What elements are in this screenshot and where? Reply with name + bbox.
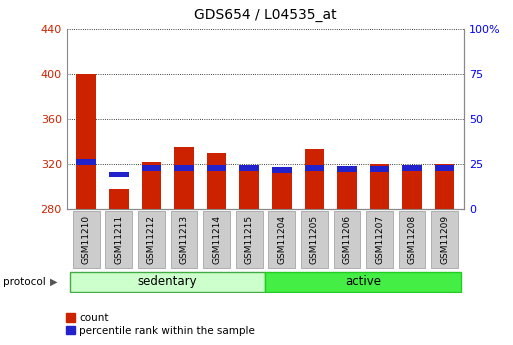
Bar	[174, 165, 194, 170]
Text: active: active	[345, 275, 381, 288]
FancyBboxPatch shape	[266, 272, 461, 292]
FancyBboxPatch shape	[333, 211, 360, 268]
Bar	[435, 165, 455, 170]
Text: GSM11211: GSM11211	[114, 215, 123, 264]
Text: GSM11205: GSM11205	[310, 215, 319, 264]
Text: GDS654 / L04535_at: GDS654 / L04535_at	[194, 8, 337, 22]
Bar	[76, 74, 96, 209]
FancyBboxPatch shape	[236, 211, 263, 268]
Bar	[240, 166, 259, 209]
Bar	[109, 188, 129, 209]
Bar	[207, 152, 226, 209]
FancyBboxPatch shape	[399, 211, 425, 268]
FancyBboxPatch shape	[171, 211, 198, 268]
Bar	[272, 173, 291, 209]
Text: GSM11213: GSM11213	[180, 215, 188, 264]
Text: GSM11210: GSM11210	[82, 215, 91, 264]
Text: GSM11214: GSM11214	[212, 215, 221, 264]
Bar	[402, 165, 422, 170]
Bar	[142, 161, 161, 209]
Bar	[370, 166, 389, 172]
Bar	[76, 159, 96, 165]
Bar	[240, 165, 259, 170]
Text: GSM11204: GSM11204	[277, 215, 286, 264]
Text: GSM11206: GSM11206	[343, 215, 351, 264]
Bar	[142, 165, 161, 170]
Bar	[109, 172, 129, 177]
Text: GSM11212: GSM11212	[147, 215, 156, 264]
Bar	[305, 149, 324, 209]
FancyBboxPatch shape	[301, 211, 328, 268]
Bar	[305, 165, 324, 170]
Text: ▶: ▶	[50, 277, 57, 287]
Text: GSM11209: GSM11209	[440, 215, 449, 264]
Bar	[402, 169, 422, 209]
Text: protocol: protocol	[3, 277, 45, 287]
Bar	[174, 147, 194, 209]
FancyBboxPatch shape	[268, 211, 295, 268]
Bar	[370, 164, 389, 209]
FancyBboxPatch shape	[431, 211, 458, 268]
Legend: count, percentile rank within the sample: count, percentile rank within the sample	[62, 309, 260, 340]
Text: sedentary: sedentary	[138, 275, 198, 288]
Text: GSM11208: GSM11208	[408, 215, 417, 264]
Text: GSM11215: GSM11215	[245, 215, 254, 264]
FancyBboxPatch shape	[70, 272, 266, 292]
Bar	[337, 166, 357, 172]
FancyBboxPatch shape	[106, 211, 132, 268]
FancyBboxPatch shape	[138, 211, 165, 268]
Bar	[272, 167, 291, 173]
FancyBboxPatch shape	[203, 211, 230, 268]
FancyBboxPatch shape	[73, 211, 100, 268]
Bar	[207, 165, 226, 170]
Bar	[337, 168, 357, 209]
Bar	[435, 164, 455, 209]
Text: GSM11207: GSM11207	[375, 215, 384, 264]
FancyBboxPatch shape	[366, 211, 393, 268]
